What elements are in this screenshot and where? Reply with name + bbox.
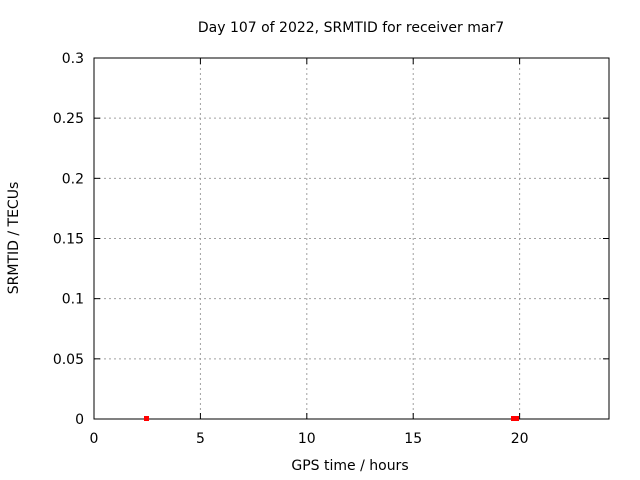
chart-title: Day 107 of 2022, SRMTID for receiver mar… (198, 20, 504, 36)
baseline-marker (144, 416, 149, 421)
y-tick-label: 0.2 (62, 171, 84, 187)
x-tick-label: 20 (511, 431, 529, 447)
y-tick-label: 0.3 (62, 51, 84, 67)
y-tick-label: 0.1 (62, 292, 84, 308)
y-tick-label: 0.25 (53, 111, 84, 127)
x-tick-label: 10 (298, 431, 316, 447)
y-tick-labels: 0 0.05 0.1 0.15 0.2 0.25 0.3 (53, 51, 84, 428)
y-tick-label: 0.05 (53, 352, 84, 368)
axis-ticks (93, 57, 609, 420)
x-axis-label: GPS time / hours (291, 458, 408, 474)
y-axis-label: SRMTID / TECUs (6, 182, 22, 295)
grid (94, 58, 609, 419)
x-tick-labels: 0 5 10 15 20 (90, 431, 529, 447)
x-tick-label: 0 (90, 431, 99, 447)
x-tick-label: 5 (196, 431, 205, 447)
y-tick-label: 0 (75, 412, 84, 428)
baseline-marker (511, 416, 519, 421)
x-tick-label: 15 (404, 431, 422, 447)
y-tick-label: 0.15 (53, 232, 84, 248)
